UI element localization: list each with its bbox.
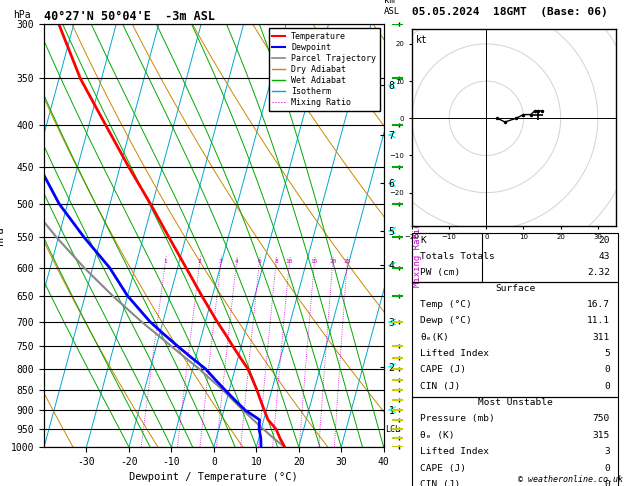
Text: 10: 10	[286, 260, 293, 264]
Text: 0: 0	[604, 464, 610, 472]
Text: LCL: LCL	[386, 425, 401, 434]
Text: Lifted Index: Lifted Index	[420, 447, 489, 456]
Text: 16.7: 16.7	[587, 300, 610, 309]
Text: Most Unstable: Most Unstable	[478, 398, 552, 407]
Text: CIN (J): CIN (J)	[420, 382, 460, 391]
Text: 2: 2	[198, 260, 202, 264]
Text: hPa: hPa	[13, 10, 31, 20]
Text: 0: 0	[604, 480, 610, 486]
Text: 11.1: 11.1	[587, 316, 610, 325]
Text: 43: 43	[599, 252, 610, 261]
Text: CAPE (J): CAPE (J)	[420, 464, 466, 472]
X-axis label: Dewpoint / Temperature (°C): Dewpoint / Temperature (°C)	[130, 472, 298, 483]
Text: θₑ (K): θₑ (K)	[420, 431, 455, 440]
Text: Lifted Index: Lifted Index	[420, 349, 489, 358]
Text: 5: 5	[604, 349, 610, 358]
Text: Totals Totals: Totals Totals	[420, 252, 495, 261]
Text: 20: 20	[599, 236, 610, 245]
Text: K: K	[420, 236, 426, 245]
Text: 8: 8	[274, 260, 278, 264]
Text: 0: 0	[604, 382, 610, 391]
Text: Surface: Surface	[495, 284, 535, 293]
Text: Pressure (mb): Pressure (mb)	[420, 415, 495, 423]
Text: Dewp (°C): Dewp (°C)	[420, 316, 472, 325]
Text: 6: 6	[257, 260, 261, 264]
Text: 40°27'N 50°04'E  -3m ASL: 40°27'N 50°04'E -3m ASL	[44, 10, 215, 23]
Text: km
ASL: km ASL	[384, 0, 400, 16]
Text: © weatheronline.co.uk: © weatheronline.co.uk	[518, 474, 623, 484]
Text: 311: 311	[593, 333, 610, 342]
Text: 3: 3	[604, 447, 610, 456]
Text: CIN (J): CIN (J)	[420, 480, 460, 486]
Text: PW (cm): PW (cm)	[420, 268, 460, 278]
Text: 20: 20	[329, 260, 337, 264]
Legend: Temperature, Dewpoint, Parcel Trajectory, Dry Adiabat, Wet Adiabat, Isotherm, Mi: Temperature, Dewpoint, Parcel Trajectory…	[269, 29, 379, 111]
Text: 25: 25	[343, 260, 351, 264]
Text: 315: 315	[593, 431, 610, 440]
Text: 4: 4	[235, 260, 238, 264]
Y-axis label: hPa: hPa	[0, 226, 5, 245]
Text: 1: 1	[164, 260, 167, 264]
Text: CAPE (J): CAPE (J)	[420, 365, 466, 374]
Text: 15: 15	[311, 260, 318, 264]
Text: θₑ(K): θₑ(K)	[420, 333, 449, 342]
Text: 750: 750	[593, 415, 610, 423]
Text: Temp (°C): Temp (°C)	[420, 300, 472, 309]
Text: kt: kt	[416, 35, 428, 45]
Text: 05.05.2024  18GMT  (Base: 06): 05.05.2024 18GMT (Base: 06)	[412, 7, 608, 17]
Text: Mixing Ratio (g/kg): Mixing Ratio (g/kg)	[413, 185, 422, 287]
Text: 2.32: 2.32	[587, 268, 610, 278]
Text: 3: 3	[219, 260, 223, 264]
Text: 0: 0	[604, 365, 610, 374]
